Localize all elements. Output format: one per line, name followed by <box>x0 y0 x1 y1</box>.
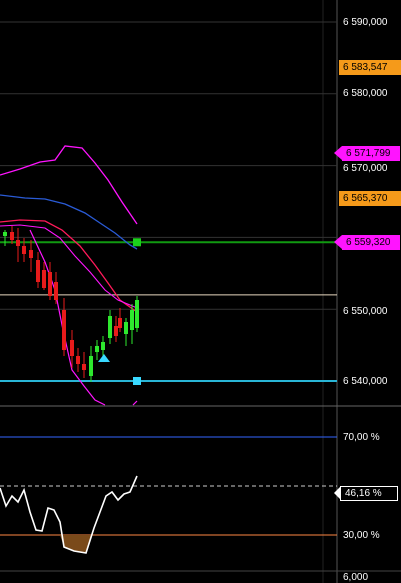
candle-body <box>130 310 134 330</box>
candle-body <box>62 310 66 350</box>
bollinger-lower <box>132 400 138 406</box>
candle-body <box>95 346 99 352</box>
price-axis-label: 6 580,000 <box>343 88 388 99</box>
price-axis-label: 6 590,000 <box>343 17 388 28</box>
candle-body <box>118 318 122 328</box>
moving-average-blue <box>0 194 138 250</box>
candle-body <box>76 356 80 364</box>
candle-body <box>124 322 128 334</box>
candle-body <box>29 250 33 258</box>
bollinger-lower <box>29 229 106 406</box>
candle-body <box>16 240 20 246</box>
price-tag-orange: 6 565,370 <box>339 191 401 206</box>
candle-body <box>70 340 74 356</box>
cyan-level-marker <box>133 377 141 385</box>
candle-body <box>10 232 14 240</box>
green-level-tag: 6 559,320 <box>334 235 400 250</box>
oscillator-value-tag: 46,16 % <box>334 486 398 501</box>
green-level-marker <box>133 238 141 247</box>
candle-body <box>54 282 58 300</box>
price-axis-label: 6 540,000 <box>343 376 388 387</box>
candle-body <box>114 326 118 336</box>
last-price-tag: 6 583,547 <box>339 60 401 75</box>
oscillator-axis-label: 30,00 % <box>343 530 380 541</box>
price-axis-label: 6 550,000 <box>343 306 388 317</box>
bollinger-middle <box>0 224 138 309</box>
candle-body <box>3 232 7 236</box>
upper-band-tag: 6 571,799 <box>334 146 400 161</box>
candle-body <box>82 364 86 370</box>
bottom-axis-label: 6,000 <box>343 572 369 583</box>
candle-body <box>135 300 139 328</box>
candle-body <box>36 260 40 282</box>
candle-body <box>22 246 26 254</box>
oscillator-line <box>0 475 138 554</box>
candle-body <box>42 270 46 288</box>
candle-body <box>101 342 105 350</box>
oscillator-axis-label: 70,00 % <box>343 432 380 443</box>
candle-body <box>108 316 112 338</box>
buy-signal-arrow <box>98 354 110 362</box>
candle-body <box>48 272 52 296</box>
bollinger-upper <box>0 145 138 225</box>
candle-body <box>89 356 93 376</box>
moving-average-red <box>0 219 138 313</box>
price-axis-label: 6 570,000 <box>343 163 388 174</box>
